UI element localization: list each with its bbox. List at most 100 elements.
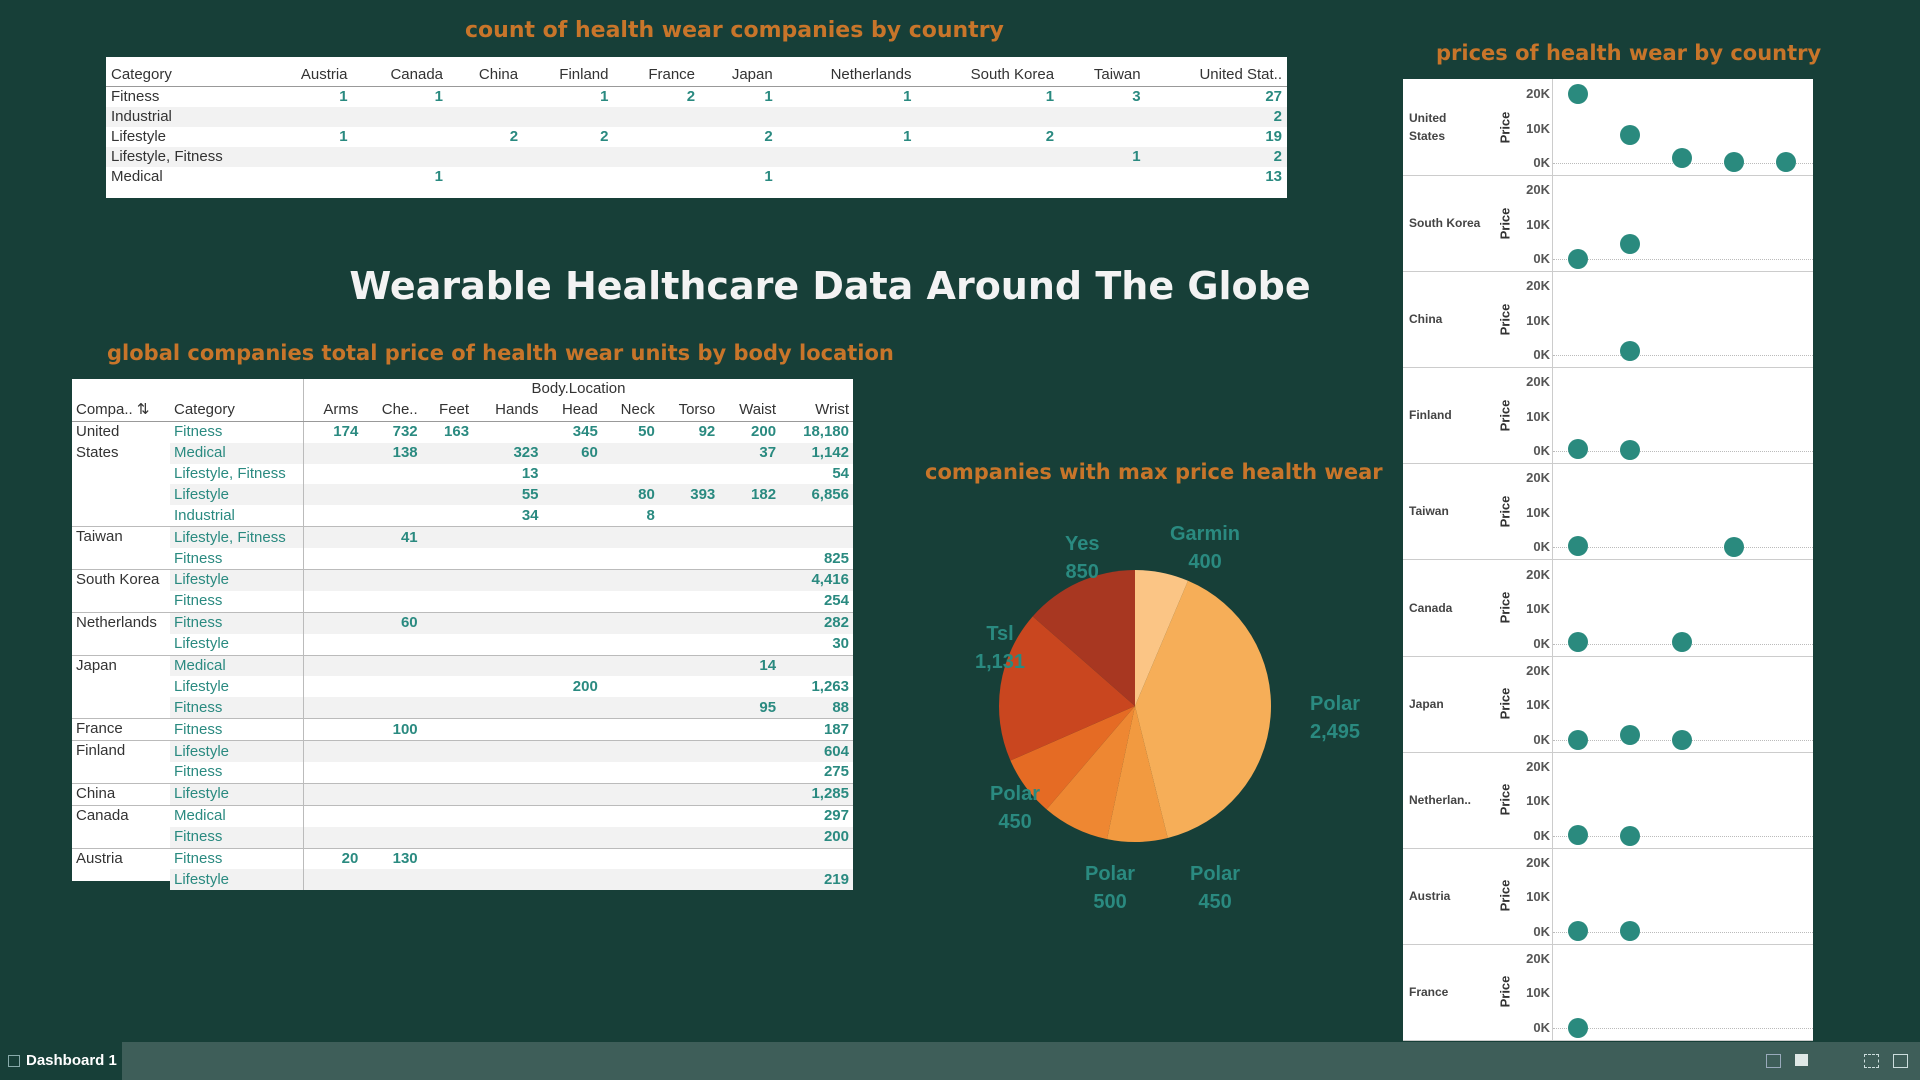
- y-tick-label: 10K: [1526, 985, 1550, 1001]
- column-header-country[interactable]: Japan: [700, 57, 778, 87]
- table-row: Austria Fitness 20 130: [72, 847, 853, 870]
- scatter-point[interactable]: [1620, 921, 1640, 942]
- pie-slice[interactable]: [1135, 580, 1271, 838]
- y-tick-label: 0K: [1533, 251, 1550, 267]
- table-cell: 1,285: [780, 782, 853, 806]
- column-header-country[interactable]: United Stat..: [1145, 57, 1287, 87]
- pie-slice[interactable]: [1032, 570, 1135, 706]
- table-cell: 1,263: [811, 677, 849, 695]
- scatter-point[interactable]: [1568, 536, 1588, 557]
- scatter-row: Canada Price 20K 10K 0K: [1403, 559, 1813, 657]
- y-tick-label: 0K: [1533, 539, 1550, 555]
- column-header-country[interactable]: France: [613, 57, 701, 87]
- price-table: Body.Location Compa.. ⇅ Category Arms Che.. F…: [72, 379, 853, 891]
- pie-chart-svg: [999, 570, 1271, 842]
- column-header-location[interactable]: Torso: [658, 399, 720, 422]
- y-axis-label: Price: [1497, 111, 1513, 143]
- country-label: Finland: [1409, 408, 1452, 423]
- country-label: China: [1409, 312, 1443, 327]
- column-header-location[interactable]: Waist: [719, 399, 781, 422]
- country-label: Austria: [1409, 888, 1451, 903]
- column-header-category[interactable]: Category: [170, 399, 304, 422]
- table-cell: 2: [764, 128, 773, 145]
- pie-slice-label: Polar 450: [990, 780, 1040, 836]
- column-header-category[interactable]: Category: [106, 57, 266, 87]
- table-row: Netherlands Fitness 60 282: [72, 611, 853, 634]
- column-header-location[interactable]: Arms: [303, 399, 363, 422]
- scatter-point[interactable]: [1620, 440, 1640, 461]
- row-category: Lifestyle, Fitness: [111, 148, 223, 165]
- scatter-point[interactable]: [1620, 725, 1640, 746]
- column-header-country[interactable]: Canada: [352, 57, 449, 87]
- column-header-company[interactable]: Compa.. ⇅: [72, 399, 170, 422]
- table-row: United Fitness 174 732 163 345 50 92 200 18,180: [72, 420, 853, 443]
- table-row: Japan Medical 14: [72, 654, 853, 677]
- scatter-point[interactable]: [1776, 152, 1796, 173]
- column-header-location[interactable]: Wrist: [780, 399, 853, 422]
- country-label: France: [1409, 984, 1449, 999]
- pie-slice[interactable]: [1046, 706, 1135, 840]
- column-header-country[interactable]: Finland: [523, 57, 614, 87]
- pie-slice[interactable]: [1010, 706, 1135, 810]
- pie-slice[interactable]: [1107, 706, 1168, 842]
- scatter-point[interactable]: [1568, 84, 1588, 104]
- row-company: States: [76, 443, 119, 461]
- scatter-point[interactable]: [1568, 824, 1588, 845]
- table-cell: [473, 420, 543, 443]
- scatter-point[interactable]: [1568, 632, 1588, 653]
- grid-view-icon[interactable]: [1766, 1054, 1781, 1068]
- table-cell: [304, 676, 363, 697]
- y-axis-label: Price: [1497, 975, 1513, 1008]
- table-cell: [266, 167, 353, 187]
- scatter-point[interactable]: [1620, 825, 1640, 846]
- y-axis: Price: [1493, 560, 1517, 656]
- present-icon[interactable]: [1893, 1054, 1908, 1068]
- column-header-country[interactable]: Netherlands: [777, 57, 917, 87]
- scatter-point[interactable]: [1672, 729, 1692, 750]
- column-header-location[interactable]: Feet: [421, 399, 474, 422]
- table-cell: [421, 740, 474, 763]
- scatter-point[interactable]: [1620, 233, 1640, 254]
- column-header-location[interactable]: Che..: [362, 399, 422, 422]
- column-header-location[interactable]: Neck: [601, 399, 659, 422]
- table-cell: 3: [1132, 88, 1141, 105]
- scatter-point[interactable]: [1568, 1017, 1588, 1038]
- column-header-location[interactable]: Head: [542, 399, 602, 422]
- table-cell: [916, 167, 1059, 187]
- pie-slice[interactable]: [999, 616, 1135, 761]
- column-header-country[interactable]: Taiwan: [1059, 57, 1146, 87]
- scatter-point[interactable]: [1568, 249, 1588, 270]
- table-cell: [658, 869, 720, 891]
- fullscreen-icon[interactable]: [1864, 1054, 1879, 1068]
- column-header-country[interactable]: Austria: [266, 57, 353, 87]
- table-cell: [473, 611, 543, 634]
- table-cell: [448, 167, 523, 187]
- table-cell: [1059, 127, 1146, 147]
- table-cell: [658, 654, 720, 677]
- scatter-point[interactable]: [1568, 439, 1588, 460]
- table-cell: [422, 464, 473, 485]
- tab-dashboard-1[interactable]: Dashboard 1: [0, 1042, 122, 1080]
- column-header-country[interactable]: South Korea: [916, 57, 1060, 87]
- table-cell: [304, 762, 363, 783]
- scatter-point[interactable]: [1672, 632, 1692, 653]
- scatter-point[interactable]: [1672, 147, 1692, 168]
- scatter-point[interactable]: [1620, 125, 1640, 146]
- scatter-point[interactable]: [1568, 729, 1588, 750]
- single-view-icon[interactable]: [1795, 1054, 1808, 1066]
- table-cell: [658, 442, 720, 464]
- column-header-country[interactable]: China: [448, 57, 524, 87]
- table-cell: [1059, 107, 1146, 127]
- table-cell: [719, 782, 781, 806]
- table-row: Taiwan Lifestyle, Fitness 41: [72, 526, 853, 549]
- table-cell: [601, 782, 659, 806]
- pie-slice[interactable]: [1135, 570, 1189, 706]
- scatter-row: France Price 20K 10K 0K: [1403, 943, 1813, 1041]
- row-category: Industrial: [170, 505, 304, 527]
- scatter-point[interactable]: [1724, 151, 1744, 172]
- scatter-point[interactable]: [1724, 537, 1744, 558]
- scatter-point[interactable]: [1620, 340, 1640, 361]
- scatter-point[interactable]: [1568, 921, 1588, 942]
- column-header-location[interactable]: Hands: [473, 399, 543, 422]
- table-cell: [542, 847, 602, 870]
